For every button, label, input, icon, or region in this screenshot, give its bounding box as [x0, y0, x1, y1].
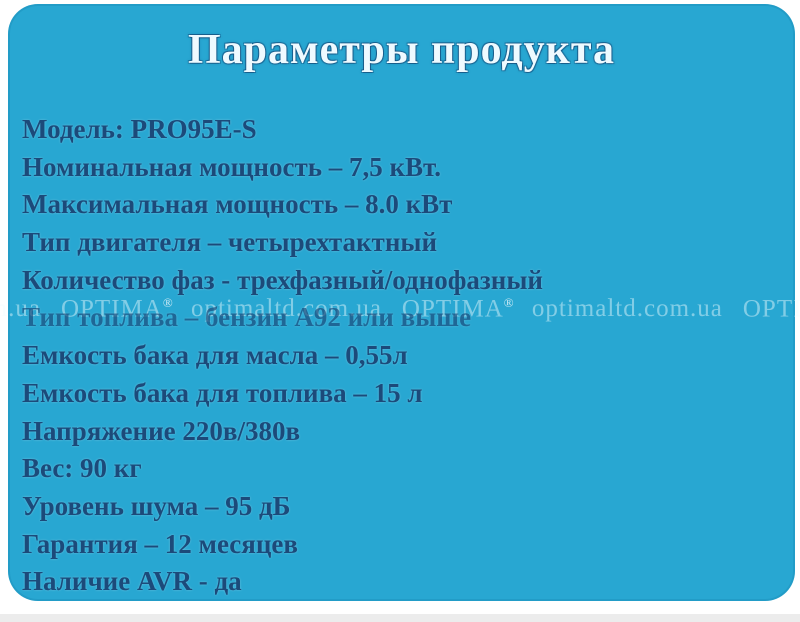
card-title: Параметры продукта	[187, 27, 615, 73]
spec-line: Модель: PRO95E-S	[22, 114, 257, 144]
spec-line: Тип двигателя – четырехтактный	[22, 227, 438, 258]
spec-line: Наличие AVR - да	[22, 566, 242, 597]
spec-list: Модель: PRO95E-S Номинальная мощность – 7…	[22, 111, 785, 601]
spec-line: Максимальная мощность – 8.0 кВт	[22, 189, 453, 220]
spec-line: Напряжение 220в/380в	[22, 415, 301, 446]
spec-line: Уровень шума – 95 дБ	[22, 490, 291, 521]
spec-line: Гарантия – 12 месяцев	[22, 528, 298, 559]
spec-line: Емкость бака для масла – 0,55л	[22, 340, 408, 371]
spec-line: Вес: 90 кг	[22, 453, 142, 484]
bottom-strip	[0, 614, 800, 622]
spec-line: Тип топлива – бензин А92 или выше	[22, 302, 472, 333]
spec-card: Параметры продукта optimaltd.com.uaOPTIM…	[0, 4, 800, 601]
spec-line: Номинальная мощность – 7,5 кВт.	[22, 151, 442, 182]
spec-line: Емкость бака для топлива – 15 л	[22, 377, 423, 408]
spec-line: Количество фаз - трехфазный/однофазный	[22, 264, 543, 295]
